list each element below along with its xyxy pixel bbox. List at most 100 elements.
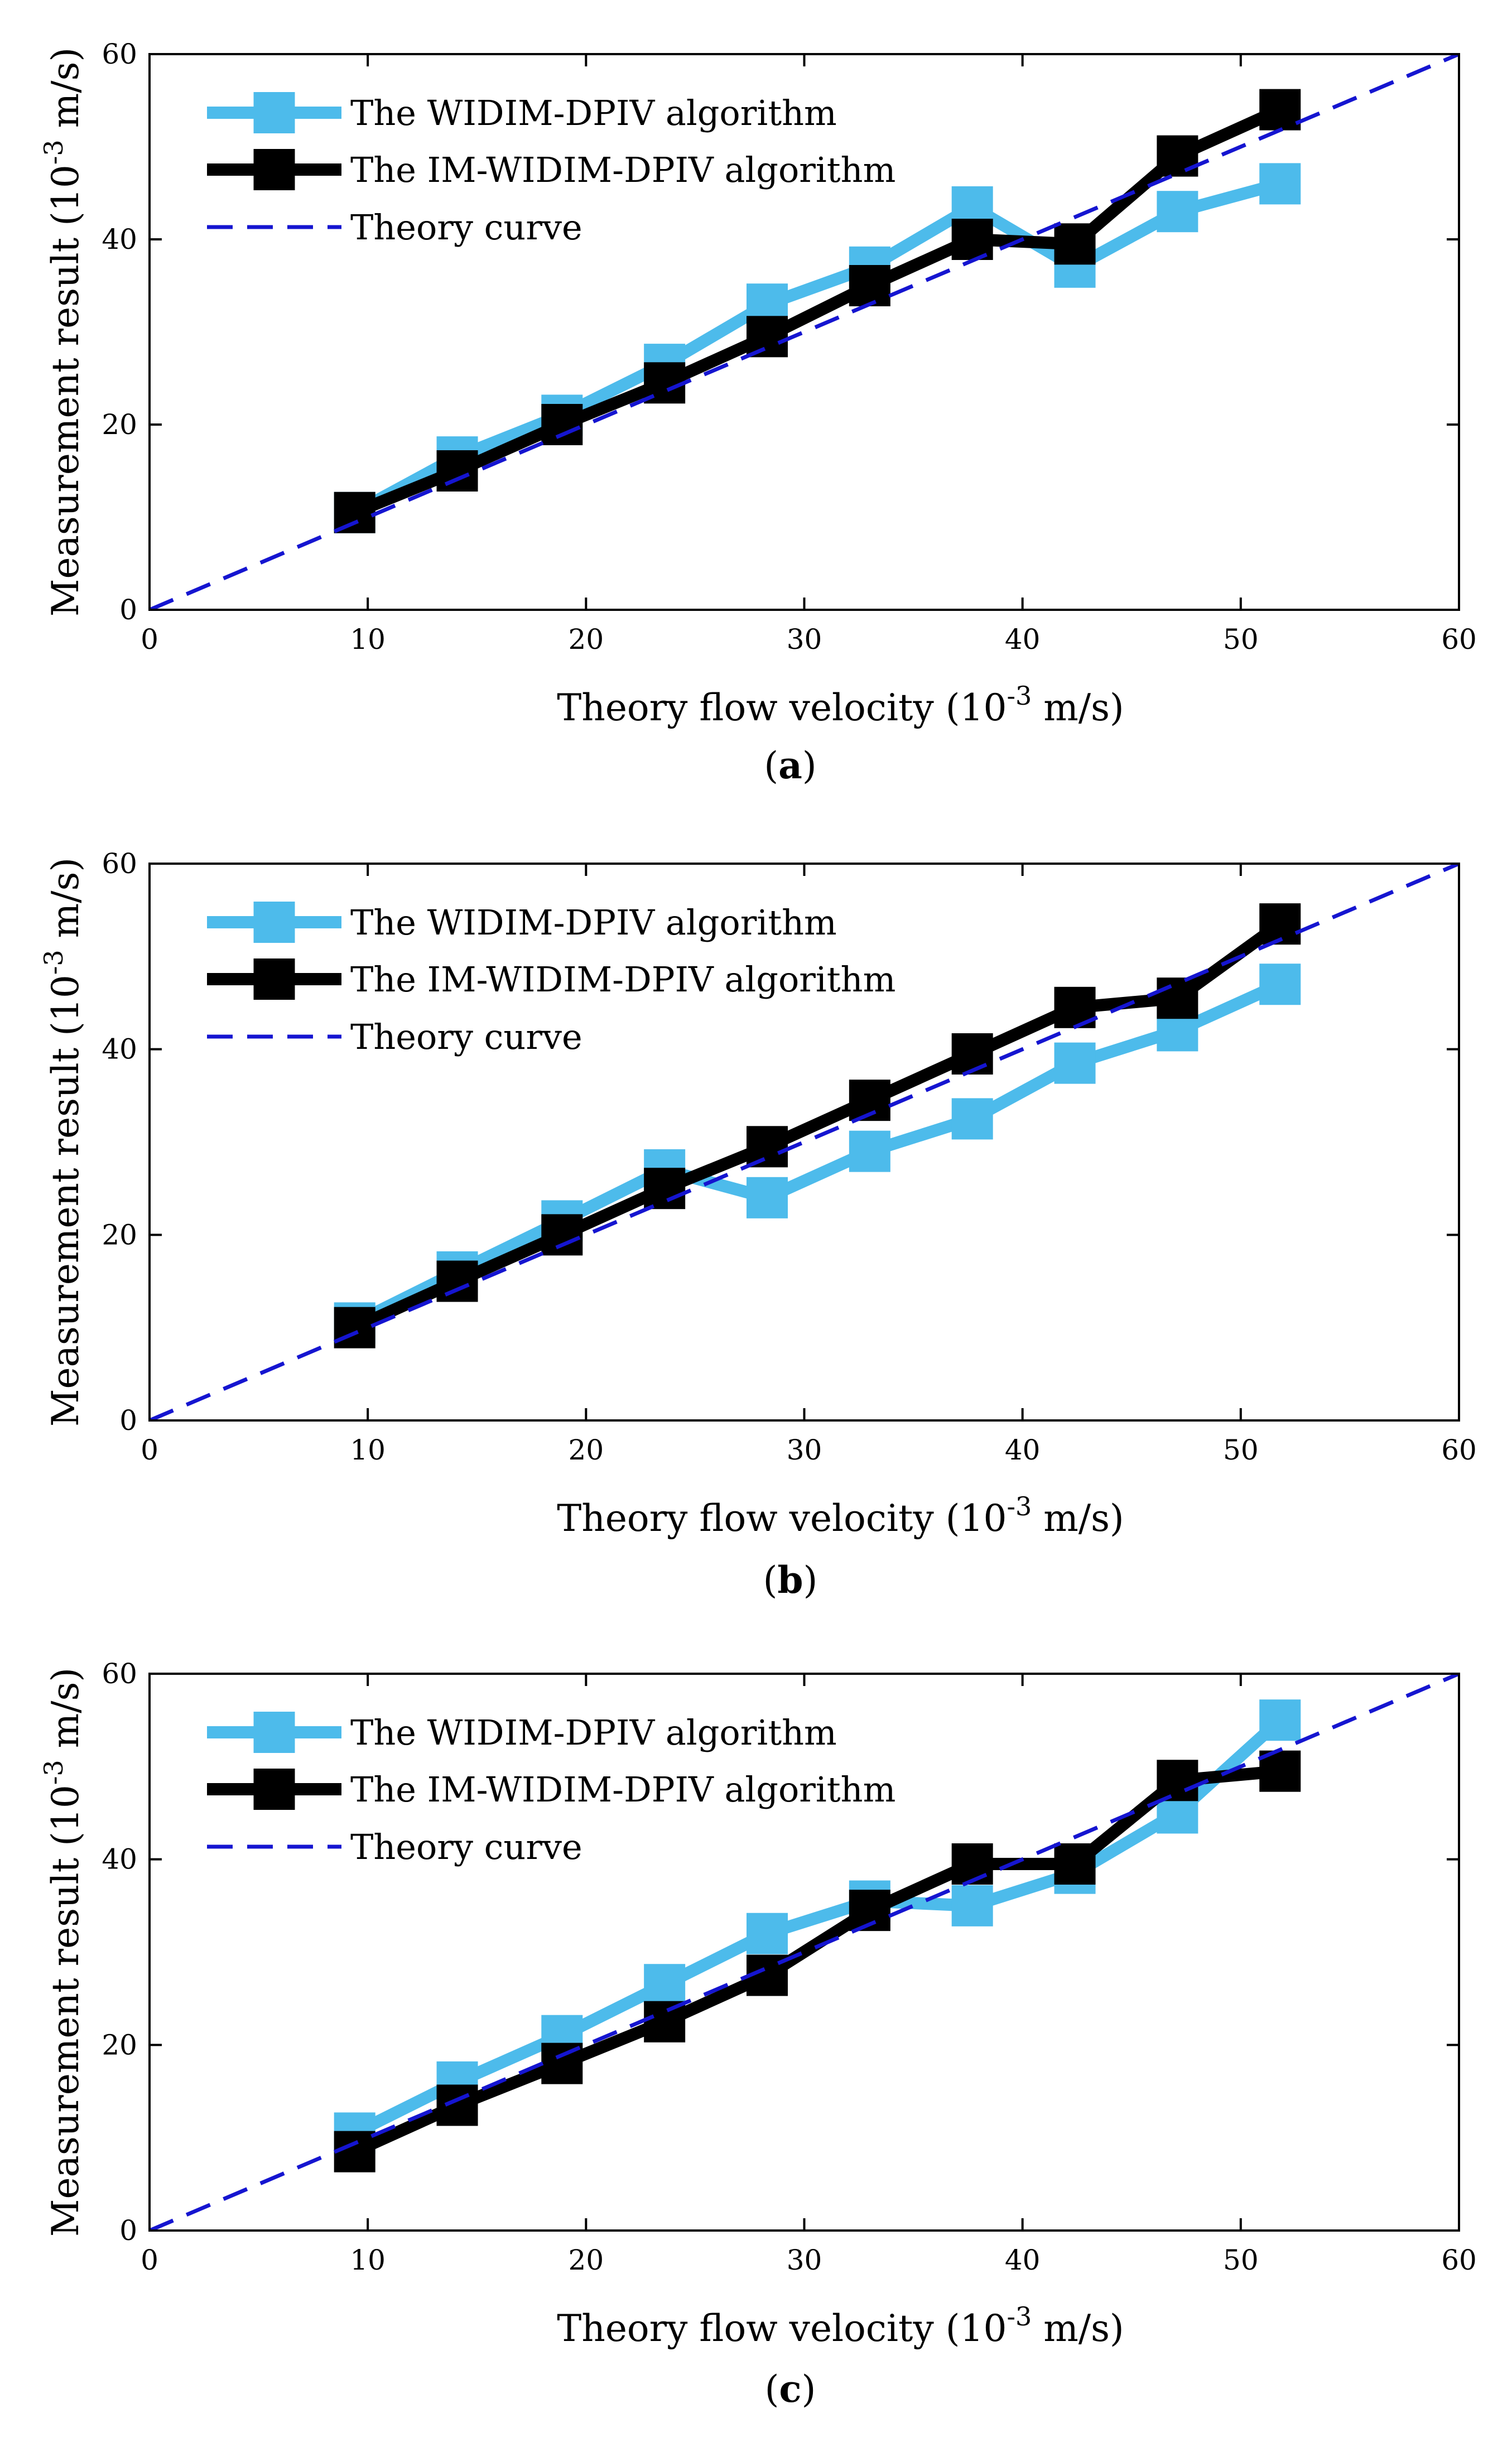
data-point-im_widim (541, 1214, 583, 1256)
x-tick-label: 20 (569, 2244, 604, 2276)
y-tick-label: 20 (102, 2029, 137, 2061)
legend-label: The WIDIM-DPIV algorithm (350, 93, 837, 133)
data-point-widim (1054, 1042, 1096, 1084)
data-point-widim (1259, 1699, 1301, 1741)
chart-panel-a: 0 10 20 30 40 50 60 0 20 40 60 Theory flow velocity… (38, 38, 1477, 787)
legend-swatch-marker-widim (253, 92, 295, 133)
chart-panel-c: 0 10 20 30 40 50 60 0 20 40 60 Theory flow velocity… (38, 1658, 1477, 2411)
x-tick-label: 50 (1223, 1434, 1259, 1466)
y-axis-label-unit: m/s) (44, 858, 87, 950)
y-axis-label: Measurement result (10-3 m/s) (38, 858, 87, 1427)
data-point-widim (1259, 163, 1301, 205)
caption-open: ( (764, 744, 778, 787)
y-axis-label-unit: m/s) (44, 1668, 87, 1760)
y-axis-label-main: Measurement result (10 (44, 1785, 87, 2237)
data-point-im_widim (1157, 135, 1198, 177)
data-point-im_widim (334, 2131, 375, 2173)
series-line-im_widim (352, 919, 1284, 1333)
y-tick-label: 0 (119, 1404, 137, 1437)
data-point-im_widim (1054, 223, 1096, 265)
x-axis-label-exponent: -3 (1007, 1491, 1032, 1521)
plot-area (150, 54, 1459, 610)
data-point-im_widim (644, 2001, 686, 2043)
data-point-widim (1157, 191, 1198, 233)
panel-caption: (a) (764, 744, 816, 787)
series-line-im_widim (352, 104, 1283, 518)
legend: The WIDIM-DPIV algorithm The IM-WIDIM-DPI… (207, 92, 895, 248)
x-axis-label: Theory flow velocity (10-3 m/s) (557, 681, 1124, 729)
legend-label: Theory curve (350, 1017, 582, 1057)
data-point-widim (747, 1913, 788, 1954)
x-axis-label: Theory flow velocity (10-3 m/s) (557, 2301, 1124, 2350)
data-point-im_widim (1157, 977, 1198, 1019)
legend-swatch-marker-im_widim (253, 1769, 295, 1810)
data-point-im_widim (849, 265, 890, 306)
data-point-im_widim (1054, 1843, 1096, 1885)
y-tick-label: 40 (102, 1033, 137, 1066)
y-axis-label-main: Measurement result (10 (44, 975, 87, 1427)
legend-label: The IM-WIDIM-DPIV algorithm (350, 1769, 895, 1810)
y-axis-label-exponent: -3 (38, 950, 69, 975)
legend-label: The IM-WIDIM-DPIV algorithm (350, 150, 895, 190)
caption-open: ( (765, 2368, 779, 2411)
x-tick-label: 60 (1441, 2244, 1477, 2276)
panel-caption: (c) (765, 2367, 816, 2411)
x-axis-label-main: Theory flow velocity (10 (557, 2307, 1007, 2350)
caption-close: ) (803, 1559, 818, 1602)
y-tick-label: 0 (119, 594, 137, 626)
x-tick-label: 40 (1005, 1434, 1041, 1466)
x-axis-label-main: Theory flow velocity (10 (557, 1497, 1007, 1540)
caption-letter: b (777, 1558, 803, 1602)
data-point-im_widim (644, 1168, 686, 1210)
x-tick-label: 20 (569, 1434, 604, 1466)
caption-letter: c (779, 2367, 801, 2411)
legend-item-widim: The WIDIM-DPIV algorithm (207, 1712, 837, 1753)
x-tick-label: 50 (1223, 2244, 1259, 2276)
legend-swatch-marker-widim (253, 1712, 295, 1753)
data-point-widim (951, 1098, 993, 1140)
caption-open: ( (763, 1559, 778, 1602)
data-point-widim (644, 1964, 686, 2006)
y-tick-label: 60 (102, 1658, 137, 1690)
data-point-im_widim (951, 219, 993, 260)
data-point-im_widim (334, 492, 375, 533)
y-axis-label-exponent: -3 (38, 139, 69, 165)
x-tick-label: 30 (787, 1434, 822, 1466)
series-line-widim (351, 177, 1282, 518)
x-tick-label: 10 (350, 1434, 386, 1466)
x-tick-label: 60 (1441, 623, 1477, 656)
legend-label: The WIDIM-DPIV algorithm (350, 1712, 837, 1753)
legend-item-im_widim: The IM-WIDIM-DPIV algorithm (207, 1769, 895, 1810)
x-tick-label: 10 (350, 623, 386, 656)
y-axis-label-unit: m/s) (44, 47, 87, 139)
plot-area (150, 1674, 1459, 2231)
data-point-widim (747, 1177, 788, 1218)
legend-item-theory: Theory curve (207, 1827, 582, 1867)
caption-letter: a (778, 744, 802, 787)
x-tick-label: 10 (350, 2244, 386, 2276)
caption-close: ) (802, 744, 817, 787)
legend-swatch-marker-widim (253, 902, 295, 943)
x-tick-label: 0 (141, 2244, 158, 2276)
x-axis-label-unit: m/s) (1032, 2307, 1124, 2350)
series-line-theory (150, 864, 1459, 1420)
y-tick-label: 20 (102, 408, 137, 441)
x-axis-label-unit: m/s) (1032, 1497, 1124, 1540)
legend-swatch-marker-im_widim (253, 149, 295, 190)
y-tick-label: 20 (102, 1218, 137, 1251)
legend-item-theory: Theory curve (207, 207, 582, 248)
data-point-widim (1259, 964, 1301, 1005)
x-tick-label: 40 (1005, 623, 1041, 656)
legend-label: The IM-WIDIM-DPIV algorithm (350, 959, 895, 1000)
legend-item-im_widim: The IM-WIDIM-DPIV algorithm (207, 958, 895, 1000)
y-tick-label: 60 (102, 38, 137, 70)
data-point-im_widim (1259, 89, 1301, 131)
data-point-im_widim (1157, 1760, 1198, 1801)
series-line-widim (351, 1716, 1284, 2139)
x-axis-label: Theory flow velocity (10-3 m/s) (557, 1491, 1124, 1540)
x-tick-label: 0 (141, 623, 158, 656)
y-axis-label-exponent: -3 (38, 1760, 69, 1785)
plot-area (150, 864, 1459, 1420)
x-tick-label: 30 (787, 2244, 822, 2276)
